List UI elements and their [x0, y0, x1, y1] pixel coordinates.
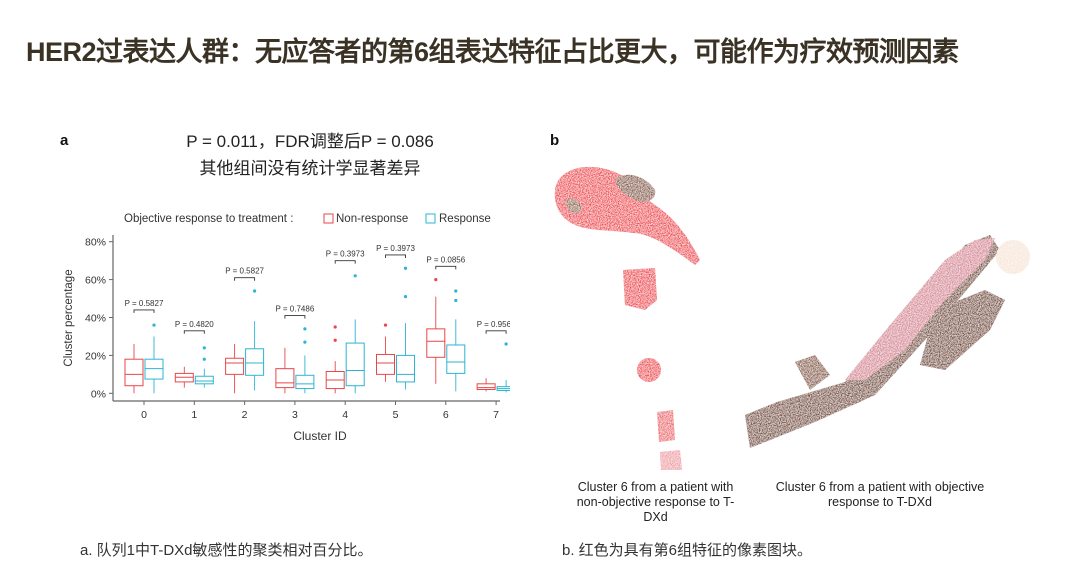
slide-title: HER2过表达人群：无应答者的第6组表达特征占比更大，可能作为疗效预测因素 [26, 37, 959, 67]
pvalue-label: P = 0.3973 [376, 244, 415, 253]
caption-panel-b: b. 红色为具有第6组特征的像素图块。 [562, 542, 813, 559]
x-tick-label: 4 [342, 409, 348, 421]
y-tick-label: 60% [85, 275, 106, 287]
legend-swatch-nonresponse [323, 213, 334, 224]
panel-b-letter: b [550, 132, 560, 149]
x-tick-label: 1 [191, 409, 197, 421]
x-tick-label: 2 [242, 409, 248, 421]
x-tick-label: 6 [443, 409, 449, 421]
box-non-response-cluster-2 [225, 357, 245, 375]
y-axis-label: Cluster percentage [63, 269, 75, 366]
legend-swatch-response [425, 213, 436, 224]
outlier-point [253, 289, 257, 293]
y-tick-label: 80% [85, 237, 106, 249]
outlier-point [454, 289, 458, 293]
pvalue-label: P = 0.3973 [326, 250, 365, 259]
caption-panel-a: a. 队列1中T-DXd敏感性的聚类相对百分比。 [80, 542, 373, 559]
caption-responder-image: Cluster 6 from a patient with objective … [775, 480, 985, 509]
pvalue-label: P = 0.0856 [426, 255, 465, 264]
outlier-point [403, 295, 408, 299]
outlier-point [152, 323, 156, 327]
outlier-point [383, 323, 388, 327]
pvalue-bracket [284, 315, 306, 319]
panel-a-letter: a [60, 132, 69, 149]
pvalue-label: P = 0.9560 [477, 320, 510, 329]
x-tick-label: 7 [493, 409, 499, 421]
pvalue-bracket [183, 330, 205, 334]
tissue-cluster-images [554, 166, 1030, 470]
box-response-cluster-2 [245, 348, 265, 376]
box-non-response-cluster-5 [376, 353, 395, 375]
y-tick-label: 0% [91, 388, 106, 400]
pvalue-bracket [234, 277, 256, 281]
outlier-point [353, 274, 357, 278]
pvalue-label: P = 0.7486 [276, 305, 315, 314]
outlier-point [454, 298, 458, 303]
pvalue-bracket [485, 330, 507, 334]
box-non-response-cluster-0 [124, 358, 144, 387]
box-response-cluster-4 [345, 342, 365, 387]
outlier-point [303, 327, 307, 331]
outlier-point [202, 346, 206, 350]
outlier-point [504, 342, 508, 346]
x-axis-label: Cluster ID [293, 429, 347, 443]
legend-title: Objective response to treatment : [124, 213, 293, 225]
pvalue-label: P = 0.5827 [225, 267, 264, 276]
stat-pvalue-line: P = 0.011，FDR调整后P = 0.086 [186, 132, 434, 151]
box-response-cluster-6 [446, 344, 466, 374]
caption-nonresponder-image: Cluster 6 from a patient with non-object… [576, 480, 735, 524]
pvalue-bracket [133, 309, 155, 313]
outlier-point [303, 340, 307, 344]
pvalue-label: P = 0.5827 [125, 299, 164, 308]
legend: Objective response to treatment : Non-re… [124, 213, 491, 225]
outlier-point [403, 266, 408, 270]
box-response-cluster-1 [194, 375, 214, 385]
box-non-response-cluster-7 [476, 383, 496, 391]
y-tick-label: 40% [85, 313, 106, 325]
x-tick-label: 3 [292, 409, 298, 421]
box-non-response-cluster-6 [426, 328, 446, 358]
pvalue-label: P = 0.4820 [175, 320, 214, 329]
box-response-cluster-5 [396, 354, 415, 383]
legend-label-response: Response [439, 213, 491, 225]
x-tick-label: 0 [141, 409, 147, 421]
pvalue-bracket [385, 254, 406, 258]
pvalue-bracket [334, 260, 356, 264]
tissue-responder [745, 235, 1030, 448]
stat-note-line: 其他组间没有统计学显著差异 [199, 159, 421, 178]
outlier-point [333, 325, 337, 329]
box-plot-chart: Objective response to treatment : Non-re… [63, 213, 510, 443]
box-non-response-cluster-3 [275, 368, 295, 389]
box-response-cluster-3 [295, 374, 315, 390]
outlier-point [434, 278, 438, 282]
outlier-point [202, 357, 206, 361]
pvalue-bracket [435, 265, 457, 270]
legend-label-nonresponse: Non-response [336, 213, 408, 225]
tissue-nonresponder [554, 166, 700, 470]
y-tick-label: 20% [85, 350, 106, 362]
outlier-point [333, 338, 337, 342]
x-tick-label: 5 [393, 409, 399, 421]
